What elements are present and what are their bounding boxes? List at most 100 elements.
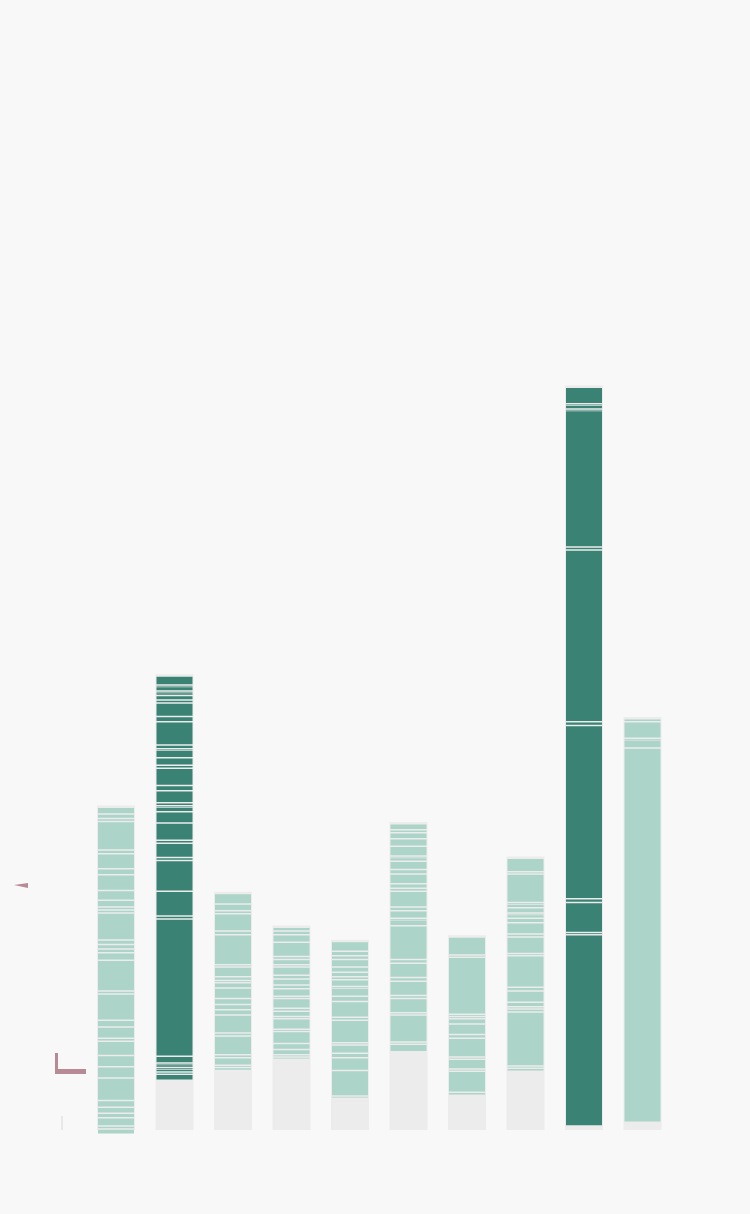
bar-2-segment-29 — [156, 916, 193, 919]
bar-4-segment-16 — [273, 1012, 310, 1016]
bar-8-segment-21 — [507, 1066, 544, 1068]
bar-5-segment-16 — [332, 1045, 368, 1053]
bar-9-segment-12 — [566, 933, 602, 935]
bar-1-segment-9 — [98, 891, 134, 900]
bar-8-segment-9 — [507, 919, 544, 922]
bar-10-segment-3 — [624, 739, 661, 740]
bar-3-segment-21 — [215, 1066, 251, 1067]
bar-9-segment-3 — [566, 406, 602, 409]
bar-1-segment-13 — [98, 913, 134, 940]
bar-5-segment-19 — [332, 1071, 368, 1096]
bar-4-segment-12 — [273, 989, 310, 996]
bar-8-segment-20 — [507, 1012, 544, 1066]
bar-1-segment-10 — [98, 901, 134, 907]
bar-1-segment-25 — [98, 1056, 134, 1066]
bar-1-segment-8 — [98, 875, 134, 890]
bar-2-segment-14 — [156, 758, 193, 765]
bar-4-segment-22 — [273, 1050, 310, 1054]
bar-7-segment-5 — [449, 1017, 485, 1019]
bar-2-segment-1 — [156, 676, 193, 685]
bar-2-segment-20 — [156, 806, 193, 808]
bar-8-segment-7 — [507, 913, 544, 915]
bar-7-segment-2 — [449, 955, 485, 957]
bar-6-segment-19 — [390, 960, 427, 963]
bar-5-segment-9 — [332, 987, 368, 989]
bar-2-segment-7 — [156, 700, 193, 703]
bar-1-segment-11 — [98, 907, 134, 910]
bar-2-segment-11 — [156, 745, 193, 748]
bar-8-segment-18 — [507, 1007, 544, 1009]
bar-7-segment-12 — [449, 1069, 485, 1071]
bar-2-segment-32 — [156, 1063, 193, 1065]
bar-4-segment-24 — [273, 1057, 310, 1059]
bar-4-segment-5 — [273, 957, 310, 959]
bar-9-segment-4 — [566, 409, 602, 411]
bar-7-segment-13 — [449, 1072, 485, 1092]
bar-2-segment-6 — [156, 696, 193, 700]
bar-4-segment-18 — [273, 1019, 310, 1029]
bar-7-segment-10 — [449, 1057, 485, 1059]
bar-1-segment-15 — [98, 945, 134, 949]
bar-3-segment-7 — [215, 965, 251, 967]
bar-6-segment-11 — [390, 884, 427, 888]
edge-notch-marker — [14, 883, 28, 888]
bar-9-segment-10 — [566, 899, 602, 902]
bar-2-segment-13 — [156, 751, 193, 757]
bar-3-segment-1 — [215, 894, 251, 904]
bar-5-segment-15 — [332, 1043, 368, 1045]
bar-3-segment-10 — [215, 981, 251, 983]
bar-3-segment-17 — [215, 1033, 251, 1036]
bar-1-segment-14 — [98, 940, 134, 944]
bar-3-segment-15 — [215, 1010, 251, 1015]
bar-3-segment-4 — [215, 914, 251, 931]
bar-8-segment-1 — [507, 859, 544, 871]
bar-3-segment-8 — [215, 967, 251, 976]
bar-4-segment-14 — [273, 999, 310, 1008]
bar-8-segment-3 — [507, 874, 544, 902]
bar-5-segment-1 — [332, 942, 368, 951]
bar-5-segment-20 — [332, 1096, 368, 1098]
bar-8-segment-13 — [507, 954, 544, 956]
bar-8-segment-19 — [507, 1009, 544, 1012]
bar-6-segment-1 — [390, 824, 427, 829]
bar-6-segment-22 — [390, 982, 427, 995]
bar-4-segment-3 — [273, 935, 310, 942]
bar-4-segment-19 — [273, 1030, 310, 1031]
bar-3-segment-16 — [215, 1015, 251, 1033]
bar-5-segment-8 — [332, 980, 368, 986]
bar-6-segment-17 — [390, 920, 427, 925]
bar-3-segment-18 — [215, 1036, 251, 1054]
bar-1-segment-18 — [98, 961, 134, 991]
bar-1-segment-3 — [98, 819, 134, 821]
bar-4-segment-1 — [273, 928, 310, 931]
bar-1-segment-23 — [98, 1039, 134, 1041]
bar-2-segment-18 — [156, 791, 193, 802]
bar-2-segment-15 — [156, 766, 193, 768]
bar-8-segment-15 — [507, 988, 544, 991]
bar-2-segment-8 — [156, 703, 193, 716]
bar-4-segment-17 — [273, 1017, 310, 1019]
bar-9-segment-2 — [566, 404, 602, 406]
bar-8-segment-2 — [507, 872, 544, 874]
bar-1-segment-31 — [98, 1118, 134, 1126]
bar-3-segment-13 — [215, 999, 251, 1004]
bar-1-segment-22 — [98, 1027, 134, 1038]
bar-2-segment-37 — [156, 1075, 193, 1080]
bar-5-segment-6 — [332, 973, 368, 976]
bar-4-segment-10 — [273, 979, 310, 985]
bar-2-segment-16 — [156, 769, 193, 785]
bar-6-segment-16 — [390, 919, 427, 920]
bar-4-segment-7 — [273, 965, 310, 967]
bar-2-segment-12 — [156, 749, 193, 751]
bar-6-segment-2 — [390, 830, 427, 832]
bar-1-segment-12 — [98, 910, 134, 913]
bar-6-segment-8 — [390, 862, 427, 869]
bar-7-segment-14 — [449, 1093, 485, 1095]
bar-3-segment-6 — [215, 935, 251, 964]
bar-5-segment-2 — [332, 952, 368, 955]
bar-6-segment-18 — [390, 926, 427, 959]
bar-2-segment-19 — [156, 803, 193, 805]
bar-2-segment-9 — [156, 717, 193, 721]
bar-6-segment-15 — [390, 911, 427, 918]
bar-1-segment-2 — [98, 814, 134, 818]
